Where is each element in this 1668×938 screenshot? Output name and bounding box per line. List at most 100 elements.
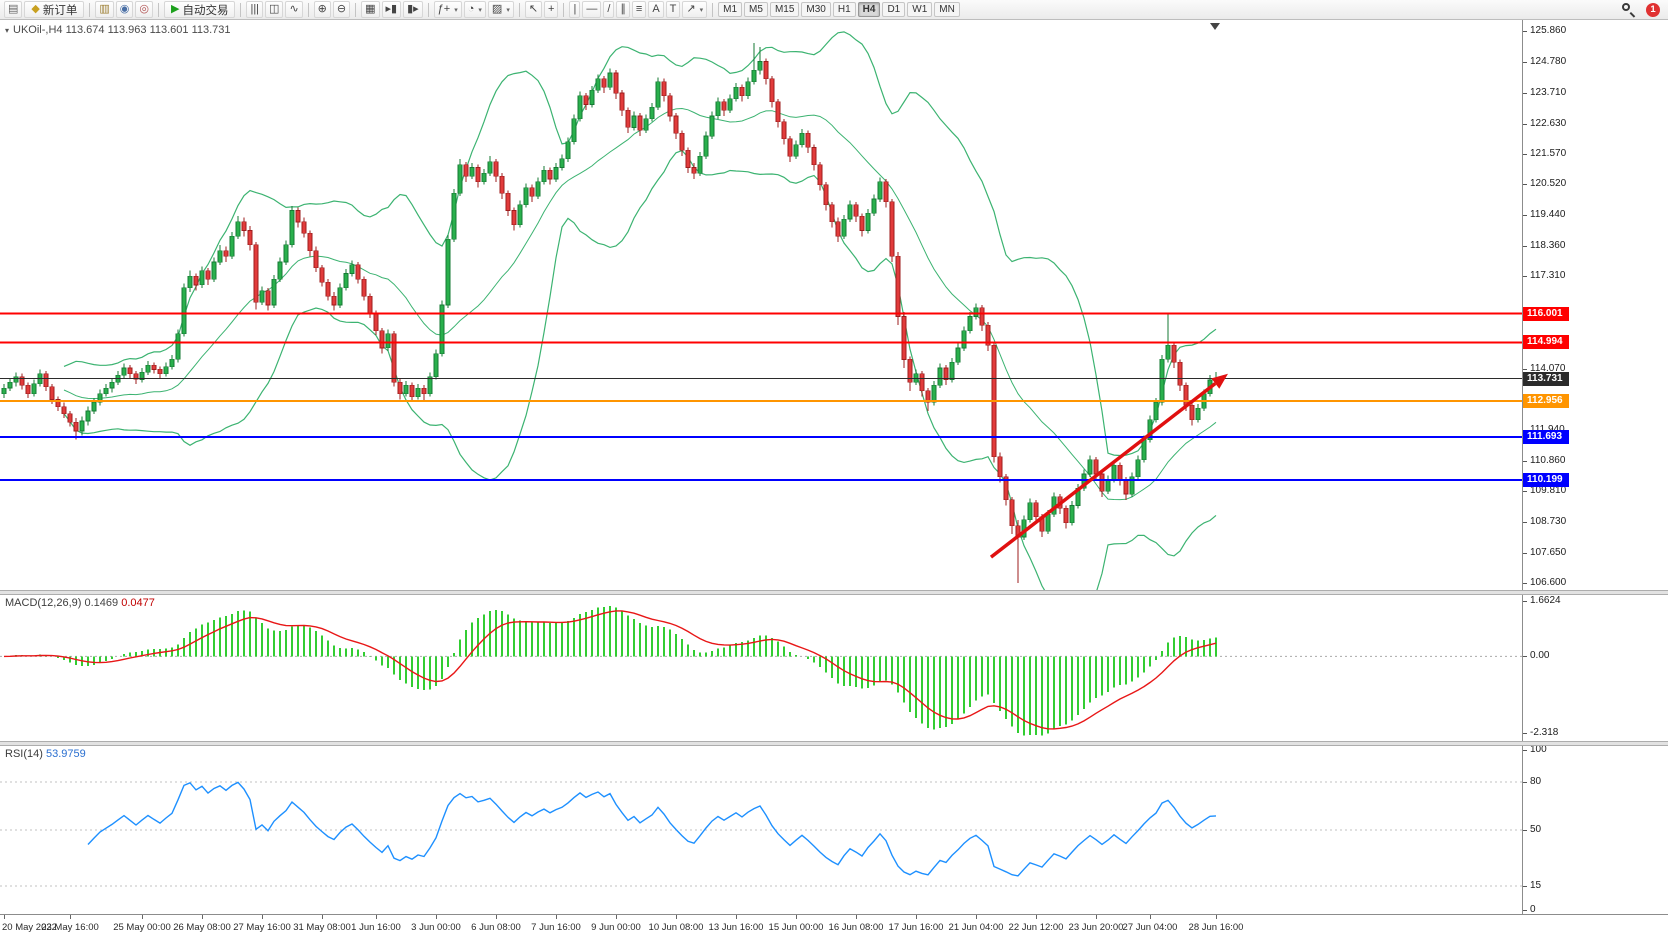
- macd-value-signal: 0.0477: [121, 597, 155, 609]
- time-label: 27 May 16:00: [233, 922, 291, 933]
- macd-histogram: [9, 606, 1217, 736]
- toolbar-separator: [427, 2, 429, 17]
- time-tick: [1036, 915, 1037, 919]
- scale-label: 123.710: [1522, 86, 1567, 98]
- bar-chart-icon[interactable]: |||: [246, 1, 264, 18]
- time-tick: [676, 915, 677, 919]
- text-icon[interactable]: A: [648, 1, 664, 18]
- rsi-name: RSI(14): [5, 748, 43, 760]
- time-label: 31 May 08:00: [293, 922, 351, 933]
- macd-label: MACD(12,26,9) 0.1469 0.0477: [5, 597, 155, 609]
- chart-menu-caret-icon[interactable]: ▾: [5, 25, 10, 35]
- candlestick-chart-icon[interactable]: ◫: [265, 1, 284, 18]
- timeframe-button-m15[interactable]: M15: [769, 2, 800, 17]
- chart-shift-marker[interactable]: [1210, 23, 1220, 30]
- rsi-panel: RSI(14) 53.9759: [0, 746, 1522, 914]
- toolbar-separator: [518, 2, 520, 17]
- macd-chart[interactable]: [0, 595, 1522, 741]
- scale-label: 106.600: [1522, 576, 1567, 588]
- toolbar-separator: [355, 2, 357, 17]
- time-label: 10 Jun 08:00: [648, 922, 704, 933]
- time-label: 1 Jun 16:00: [351, 922, 401, 933]
- search-icon[interactable]: [1621, 2, 1636, 18]
- scale-label: 117.310: [1522, 270, 1566, 282]
- tile-windows-icon[interactable]: ▦: [361, 1, 380, 18]
- time-label: 26 May 08:00: [173, 922, 231, 933]
- time-label: 28 Jun 16:00: [1188, 922, 1244, 933]
- price-scale[interactable]: 125.860 124.780 123.710 122.630 121.570 120.5…: [1522, 20, 1668, 915]
- time-tick: [262, 915, 263, 919]
- timeframe-button-w1[interactable]: W1: [907, 2, 933, 17]
- time-tick: [856, 915, 857, 919]
- macd-signal-line: [3, 610, 1217, 730]
- auto-scroll-icon[interactable]: ▸▮: [381, 1, 402, 18]
- zoom-out-icon[interactable]: ⊖: [332, 1, 351, 18]
- time-tick: [496, 915, 497, 919]
- time-label: 3 Jun 00:00: [411, 922, 461, 933]
- main-chart-panel: ▾ UKOil-,H4 113.674 113.963 113.601 113.…: [0, 20, 1522, 590]
- time-tick: [916, 915, 917, 919]
- price-level-tag: 112.956: [1523, 393, 1569, 408]
- trend-arrow[interactable]: [989, 373, 1228, 559]
- crosshair-icon[interactable]: +: [544, 1, 559, 18]
- line-chart-icon[interactable]: ∿: [285, 1, 303, 18]
- timeframe-button-m30[interactable]: M30: [801, 2, 831, 17]
- time-tick: [616, 915, 617, 919]
- horizontal-line-icon[interactable]: —: [582, 1, 602, 18]
- macd-value-main: 0.1469: [84, 597, 119, 609]
- indicators-icon[interactable]: ƒ+ ▾: [433, 1, 462, 18]
- toolbar-separator: [712, 2, 714, 17]
- fibonacci-icon[interactable]: ≡: [631, 1, 647, 18]
- rsi-value: 53.9759: [45, 748, 86, 760]
- toolbar-right: 1: [1621, 2, 1665, 18]
- trendline-icon[interactable]: /: [603, 1, 615, 18]
- price-level-tag: 114.994: [1523, 335, 1569, 350]
- arrows-icon[interactable]: ↗ ▾: [682, 1, 708, 18]
- scale-label: 108.730: [1522, 515, 1567, 527]
- time-label: 13 Jun 16:00: [708, 922, 764, 933]
- chart-title-text: UKOil-,H4 113.674 113.963 113.601 113.73…: [13, 24, 231, 36]
- zoom-in-icon[interactable]: ⊕: [313, 1, 331, 18]
- macd-panel: MACD(12,26,9) 0.1469 0.0477: [0, 595, 1522, 741]
- vertical-line-icon[interactable]: |: [569, 1, 581, 18]
- panel-splitter[interactable]: [0, 741, 1668, 746]
- label-icon[interactable]: T: [665, 1, 681, 18]
- timeframe-button-h1[interactable]: H1: [832, 2, 856, 17]
- channel-icon[interactable]: ∥: [616, 1, 630, 18]
- time-label: 21 Jun 04:00: [948, 922, 1004, 933]
- scale-label: 118.360: [1522, 240, 1566, 251]
- templates-icon[interactable]: ▨ ▾: [487, 1, 514, 18]
- panel-splitter[interactable]: [0, 590, 1668, 595]
- charts-icon[interactable]: ▥: [95, 1, 114, 18]
- notification-badge[interactable]: 1: [1646, 2, 1660, 17]
- time-label: 22 Jun 12:00: [1008, 922, 1064, 933]
- time-label: 23 Jun 20:00: [1068, 922, 1124, 933]
- rsi-chart[interactable]: [0, 746, 1522, 914]
- time-label: 25 May 00:00: [113, 922, 171, 933]
- macd-name: MACD(12,26,9): [5, 597, 82, 609]
- time-tick: [1096, 915, 1097, 919]
- chart-workspace: ▾ UKOil-,H4 113.674 113.963 113.601 113.…: [0, 20, 1668, 938]
- timeframe-button-m5[interactable]: M5: [744, 2, 768, 17]
- autotrading-button[interactable]: ▶ 自动交易: [164, 1, 236, 18]
- timeframe-button-m1[interactable]: M1: [718, 2, 743, 17]
- new-chart-icon[interactable]: ▤: [4, 1, 23, 18]
- time-label: 20 May 2022: [2, 922, 57, 933]
- alerts-icon[interactable]: ◎: [135, 1, 153, 18]
- price-level-tag: 110.199: [1523, 472, 1569, 487]
- periods-icon[interactable]: ◔ ▾: [463, 1, 486, 18]
- candlestick-chart[interactable]: [0, 20, 1522, 590]
- chart-shift-icon[interactable]: ▮▸: [403, 1, 423, 18]
- cursor-icon[interactable]: ↖: [524, 1, 543, 18]
- time-axis[interactable]: 20 May 2022 23 May 16:00 25 May 00:00 26 Ma…: [0, 914, 1668, 938]
- scale-label: 122.630: [1522, 117, 1567, 129]
- price-level-tag: 116.001: [1523, 306, 1569, 321]
- timeframe-button-h4[interactable]: H4: [857, 2, 881, 17]
- time-tick: [736, 915, 737, 919]
- timeframe-button-mn[interactable]: MN: [934, 2, 960, 17]
- search-handle: [1629, 12, 1636, 18]
- timeframe-button-d1[interactable]: D1: [882, 2, 906, 17]
- profiles-icon[interactable]: ◉: [115, 1, 134, 18]
- new-order-button[interactable]: ◆ 新订单: [24, 1, 85, 18]
- rsi-label: RSI(14) 53.9759: [5, 748, 86, 760]
